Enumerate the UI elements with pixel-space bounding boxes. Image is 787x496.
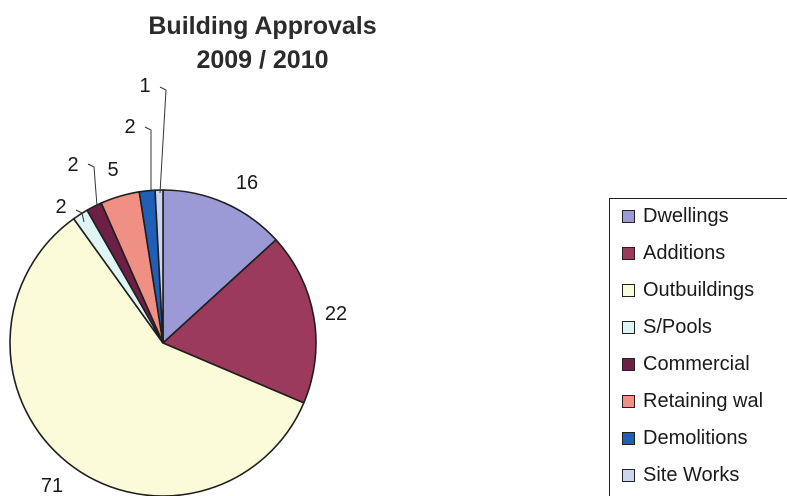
- legend-item-site-works: Site Works: [622, 460, 739, 490]
- data-label: 2: [55, 196, 66, 218]
- legend-label: S/Pools: [643, 315, 712, 338]
- data-label: 1: [139, 75, 150, 97]
- legend-item-additions: Additions: [622, 238, 725, 268]
- leader-line: [75, 209, 85, 223]
- pie-slice-outbuildings: [9, 217, 305, 496]
- legend-swatch: [622, 357, 635, 371]
- data-label: 5: [107, 159, 118, 181]
- data-label: 2: [67, 154, 78, 176]
- chart-legend: Dwellings Additions Outbuildings S/Pools…: [609, 198, 787, 496]
- legend-label: Outbuildings: [643, 278, 755, 301]
- legend-label: Retaining wal: [643, 389, 764, 412]
- pie-slice-dwellings: [162, 189, 278, 345]
- legend-item-dwellings: Dwellings: [622, 201, 729, 231]
- chart-title: Building Approvals: [148, 12, 377, 40]
- data-label: 22: [325, 303, 347, 325]
- legend-swatch: [622, 209, 635, 223]
- pie-slice-site-works: [154, 189, 164, 344]
- legend-label: Additions: [643, 241, 726, 264]
- legend-item-retaining-walls: Retaining wal: [622, 386, 763, 416]
- chart-subtitle: 2009 / 2010: [196, 46, 329, 74]
- legend-swatch: [622, 283, 635, 297]
- legend-swatch: [622, 431, 635, 445]
- legend-item-commercial: Commercial: [622, 349, 750, 379]
- legend-label: Dwellings: [643, 204, 729, 227]
- legend-item-demolitions: Demolitions: [622, 423, 747, 453]
- leader-line: [87, 163, 98, 207]
- data-label: 16: [236, 172, 258, 194]
- data-label: 2: [124, 116, 135, 138]
- legend-item-outbuildings: Outbuildings: [622, 275, 754, 305]
- pie-slice-additions: [161, 238, 317, 404]
- legend-label: Site Works: [643, 463, 740, 486]
- legend-swatch: [622, 468, 635, 482]
- legend-label: Commercial: [643, 352, 750, 375]
- leader-line: [159, 86, 167, 194]
- data-label: 71: [41, 475, 63, 496]
- legend-swatch: [622, 320, 635, 334]
- legend-item-spools: S/Pools: [622, 312, 712, 342]
- leader-line: [144, 126, 152, 190]
- legend-swatch: [622, 246, 635, 260]
- legend-label: Demolitions: [643, 426, 748, 449]
- legend-swatch: [622, 394, 635, 408]
